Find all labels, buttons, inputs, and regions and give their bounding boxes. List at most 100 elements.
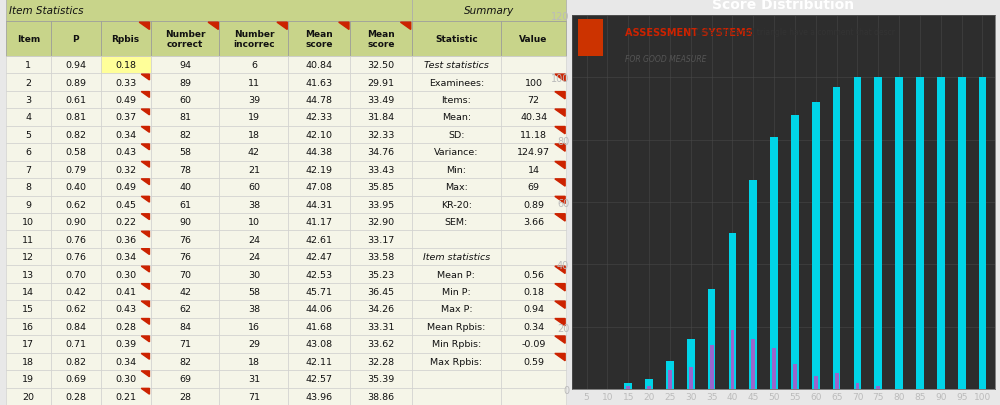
Polygon shape xyxy=(141,319,149,324)
Bar xyxy=(6,196,51,213)
Text: 6: 6 xyxy=(25,148,31,157)
Bar xyxy=(219,388,288,405)
Text: 0.94: 0.94 xyxy=(523,305,544,314)
Bar xyxy=(151,388,219,405)
Bar xyxy=(350,318,412,335)
Title: Score Distribution: Score Distribution xyxy=(712,0,855,12)
Bar xyxy=(501,126,566,144)
Bar xyxy=(350,92,412,109)
Text: 43.96: 43.96 xyxy=(306,392,333,401)
Bar xyxy=(51,144,101,161)
Bar xyxy=(51,301,101,318)
Bar xyxy=(350,370,412,388)
Bar xyxy=(288,231,350,248)
Bar xyxy=(151,144,219,161)
Bar xyxy=(412,196,501,213)
Polygon shape xyxy=(555,92,565,100)
Text: 0.82: 0.82 xyxy=(65,130,86,140)
Polygon shape xyxy=(141,301,149,307)
Text: 38.86: 38.86 xyxy=(367,392,395,401)
Bar xyxy=(288,161,350,179)
Bar xyxy=(6,92,51,109)
Text: 0.28: 0.28 xyxy=(65,392,86,401)
Bar xyxy=(501,22,566,57)
Bar xyxy=(412,353,501,370)
Polygon shape xyxy=(555,179,565,187)
Text: 14: 14 xyxy=(22,287,34,296)
Text: 0.33: 0.33 xyxy=(115,78,136,87)
Text: 60: 60 xyxy=(248,183,260,192)
Text: 42.47: 42.47 xyxy=(306,252,333,262)
Bar xyxy=(151,318,219,335)
Text: Min Rpbis:: Min Rpbis: xyxy=(432,339,481,349)
Bar xyxy=(412,92,501,109)
Bar xyxy=(219,179,288,196)
Text: 0.61: 0.61 xyxy=(65,96,86,105)
Bar xyxy=(350,248,412,266)
Bar xyxy=(151,301,219,318)
Text: Item: Item xyxy=(17,35,40,44)
Text: 33.17: 33.17 xyxy=(367,235,395,244)
Bar xyxy=(51,318,101,335)
Text: Mean
score: Mean score xyxy=(305,30,333,49)
Text: 58: 58 xyxy=(248,287,260,296)
Bar xyxy=(501,353,566,370)
Text: 34.76: 34.76 xyxy=(367,148,395,157)
Bar xyxy=(219,161,288,179)
Text: 0.81: 0.81 xyxy=(65,113,86,122)
Bar xyxy=(219,353,288,370)
Text: 94: 94 xyxy=(179,61,191,70)
Text: 35.23: 35.23 xyxy=(367,270,395,279)
Polygon shape xyxy=(141,354,149,359)
Polygon shape xyxy=(555,319,565,326)
Bar xyxy=(501,144,566,161)
Bar xyxy=(751,339,755,389)
Polygon shape xyxy=(555,162,565,169)
Bar xyxy=(101,196,151,213)
Bar xyxy=(731,330,734,389)
Text: 33.43: 33.43 xyxy=(367,165,395,175)
Text: 0.90: 0.90 xyxy=(65,217,86,227)
Text: 0.18: 0.18 xyxy=(523,287,544,296)
Bar xyxy=(412,335,501,353)
Bar xyxy=(101,109,151,126)
Bar xyxy=(219,144,288,161)
Bar xyxy=(6,0,412,22)
Bar xyxy=(101,144,151,161)
Text: 29: 29 xyxy=(248,339,260,349)
Text: 28: 28 xyxy=(179,392,191,401)
Text: 2: 2 xyxy=(25,78,31,87)
Bar xyxy=(51,22,101,57)
Bar xyxy=(219,301,288,318)
Text: 0.76: 0.76 xyxy=(65,235,86,244)
Text: 3: 3 xyxy=(25,96,31,105)
Text: 81: 81 xyxy=(179,113,191,122)
Bar xyxy=(288,266,350,283)
Text: 82: 82 xyxy=(179,130,191,140)
Bar xyxy=(151,266,219,283)
Bar xyxy=(51,126,101,144)
Text: 0.30: 0.30 xyxy=(115,374,136,384)
Bar xyxy=(219,213,288,231)
Bar xyxy=(501,109,566,126)
Polygon shape xyxy=(141,336,149,342)
Text: 5: 5 xyxy=(25,130,31,140)
Bar xyxy=(51,213,101,231)
Text: 36.45: 36.45 xyxy=(367,287,395,296)
Bar xyxy=(51,57,101,74)
Bar xyxy=(729,234,736,389)
Text: 24: 24 xyxy=(248,235,260,244)
Text: 72: 72 xyxy=(528,96,540,105)
Text: 44.78: 44.78 xyxy=(306,96,333,105)
Bar xyxy=(151,161,219,179)
Bar xyxy=(710,345,714,389)
Bar xyxy=(151,353,219,370)
Bar xyxy=(51,388,101,405)
Bar xyxy=(6,248,51,266)
Bar xyxy=(412,57,501,74)
Bar xyxy=(288,388,350,405)
Bar xyxy=(501,266,566,283)
Text: 39: 39 xyxy=(248,96,260,105)
Bar xyxy=(6,335,51,353)
Text: 11.18: 11.18 xyxy=(520,130,547,140)
